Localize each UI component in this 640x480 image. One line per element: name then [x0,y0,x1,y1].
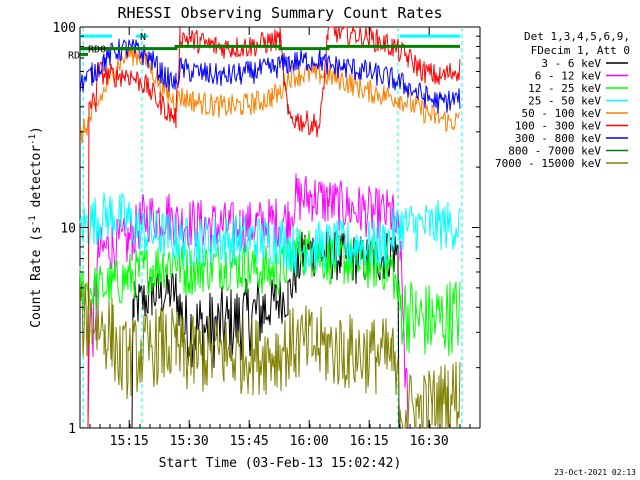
y-label-sup-2: -1 [28,134,38,145]
dashed-markers [82,27,463,428]
x-tick-label-4: 16:15 [350,434,389,449]
chart-title: RHESSI Observing Summary Count Rates [117,4,442,22]
legend-label-2: 12 - 25 keV [528,82,601,95]
x-axis-label: Start Time (03-Feb-13 15:02:42) [159,456,402,471]
series-line-2 [79,229,461,357]
series-line-3 [79,191,461,275]
series-line-6 [79,38,461,114]
series-line-4 [79,42,461,144]
y-label-part-2: detector [29,145,44,216]
y-label-sup-1: -1 [28,215,38,226]
y-axis-label: Count Rate (s-1 detector-1) [28,126,44,328]
legend-label-3: 25 - 50 keV [528,95,601,108]
series-group [79,26,461,429]
legend-label-6: 300 - 800 keV [515,132,601,145]
y-label-part-1: Count Rate (s [29,226,44,328]
series-line-8 [79,281,461,429]
legend-header-1: Det 1,3,4,5,6,9, [524,30,630,43]
legend-label-7: 800 - 7000 keV [508,145,601,158]
legend-label-5: 100 - 300 keV [515,120,601,133]
x-tick-label-1: 15:30 [170,434,209,449]
legend-label-1: 6 - 12 keV [535,70,602,83]
legend-label-0: 3 - 6 keV [541,57,601,70]
y-tick-label-1: 10 [60,222,76,237]
y-tick-label-0: 1 [68,422,76,437]
render-timestamp: 23-Oct-2021 02:13 [554,468,636,477]
y-label-part-3: ) [29,126,44,134]
legend: Det 1,3,4,5,6,9, FDecim 1, Att 0 3 - 6 k… [495,30,630,170]
legend-header-2: FDecim 1, Att 0 [531,44,630,57]
x-tick-label-2: 15:45 [230,434,269,449]
state-bar-label-1: RD [68,50,80,61]
legend-label-8: 7000 - 15000 keV [495,157,601,170]
x-tick-label-3: 16:00 [290,434,329,449]
series-line-5 [80,26,461,429]
state-bar-label-2: N [140,32,146,43]
y-ticks: 1 10 100 [53,21,480,437]
x-ticks: 15:15 15:30 15:45 16:00 16:15 16:30 [79,27,481,449]
x-tick-label-5: 16:30 [410,434,449,449]
state-bars: RD0 RD N [68,32,460,61]
y-tick-label-2: 100 [53,21,76,36]
state-bar-label-0: RD0 [88,45,106,56]
legend-label-4: 50 - 100 keV [522,107,602,120]
x-tick-label-0: 15:15 [110,434,149,449]
